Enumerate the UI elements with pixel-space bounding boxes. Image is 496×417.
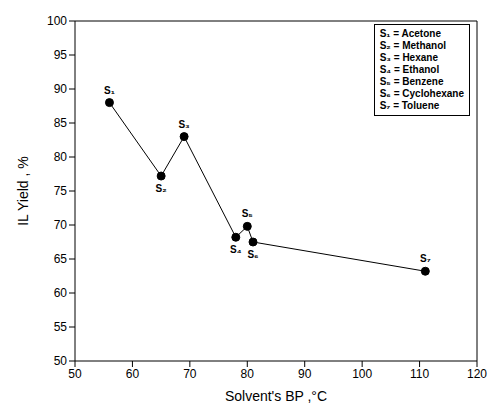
svg-text:70: 70 xyxy=(183,367,197,381)
html-text:S₅ = Benzene: S₅ = Benzene xyxy=(379,76,444,87)
svg-text:S₁: S₁ xyxy=(104,85,115,96)
svg-text:90: 90 xyxy=(54,82,68,96)
svg-text:50: 50 xyxy=(68,367,82,381)
svg-text:S₇: S₇ xyxy=(420,253,431,264)
svg-text:100: 100 xyxy=(352,367,372,381)
html-text:S₂ = Methanol: S₂ = Methanol xyxy=(379,40,447,51)
html-text:S₁ = Acetone: S₁ = Acetone xyxy=(379,28,441,39)
html-text:S₄ = Ethanol: S₄ = Ethanol xyxy=(379,64,440,75)
svg-text:70: 70 xyxy=(54,218,68,232)
svg-text:110: 110 xyxy=(410,367,429,381)
svg-text:90: 90 xyxy=(298,367,312,381)
svg-text:55: 55 xyxy=(54,320,68,334)
svg-text:60: 60 xyxy=(54,286,68,300)
svg-text:120: 120 xyxy=(467,367,487,381)
svg-text:95: 95 xyxy=(54,48,68,62)
svg-text:80: 80 xyxy=(54,150,68,164)
svg-text:S₂: S₂ xyxy=(156,183,167,194)
svg-text:IL Yield , %: IL Yield , % xyxy=(15,156,31,226)
svg-text:S₆: S₆ xyxy=(247,249,258,260)
svg-text:60: 60 xyxy=(126,367,140,381)
svg-text:Solvent's BP ,°C: Solvent's BP ,°C xyxy=(225,388,327,404)
svg-text:65: 65 xyxy=(54,252,68,266)
svg-text:S₄: S₄ xyxy=(230,244,242,255)
html-text:S₃ = Hexane: S₃ = Hexane xyxy=(379,52,438,63)
svg-text:50: 50 xyxy=(54,354,68,368)
html-text:S₇ = Toluene: S₇ = Toluene xyxy=(379,100,440,111)
svg-text:75: 75 xyxy=(54,184,68,198)
svg-text:80: 80 xyxy=(241,367,255,381)
html-text:S₆ = Cyclohexane: S₆ = Cyclohexane xyxy=(379,88,464,99)
svg-text:85: 85 xyxy=(54,116,68,130)
svg-text:100: 100 xyxy=(47,14,67,28)
svg-text:S₅: S₅ xyxy=(242,208,254,219)
svg-text:S₃: S₃ xyxy=(178,119,190,130)
